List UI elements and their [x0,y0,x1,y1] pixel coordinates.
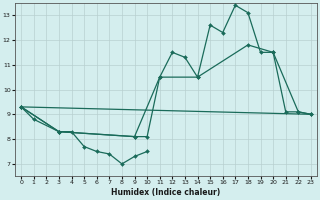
X-axis label: Humidex (Indice chaleur): Humidex (Indice chaleur) [111,188,221,197]
